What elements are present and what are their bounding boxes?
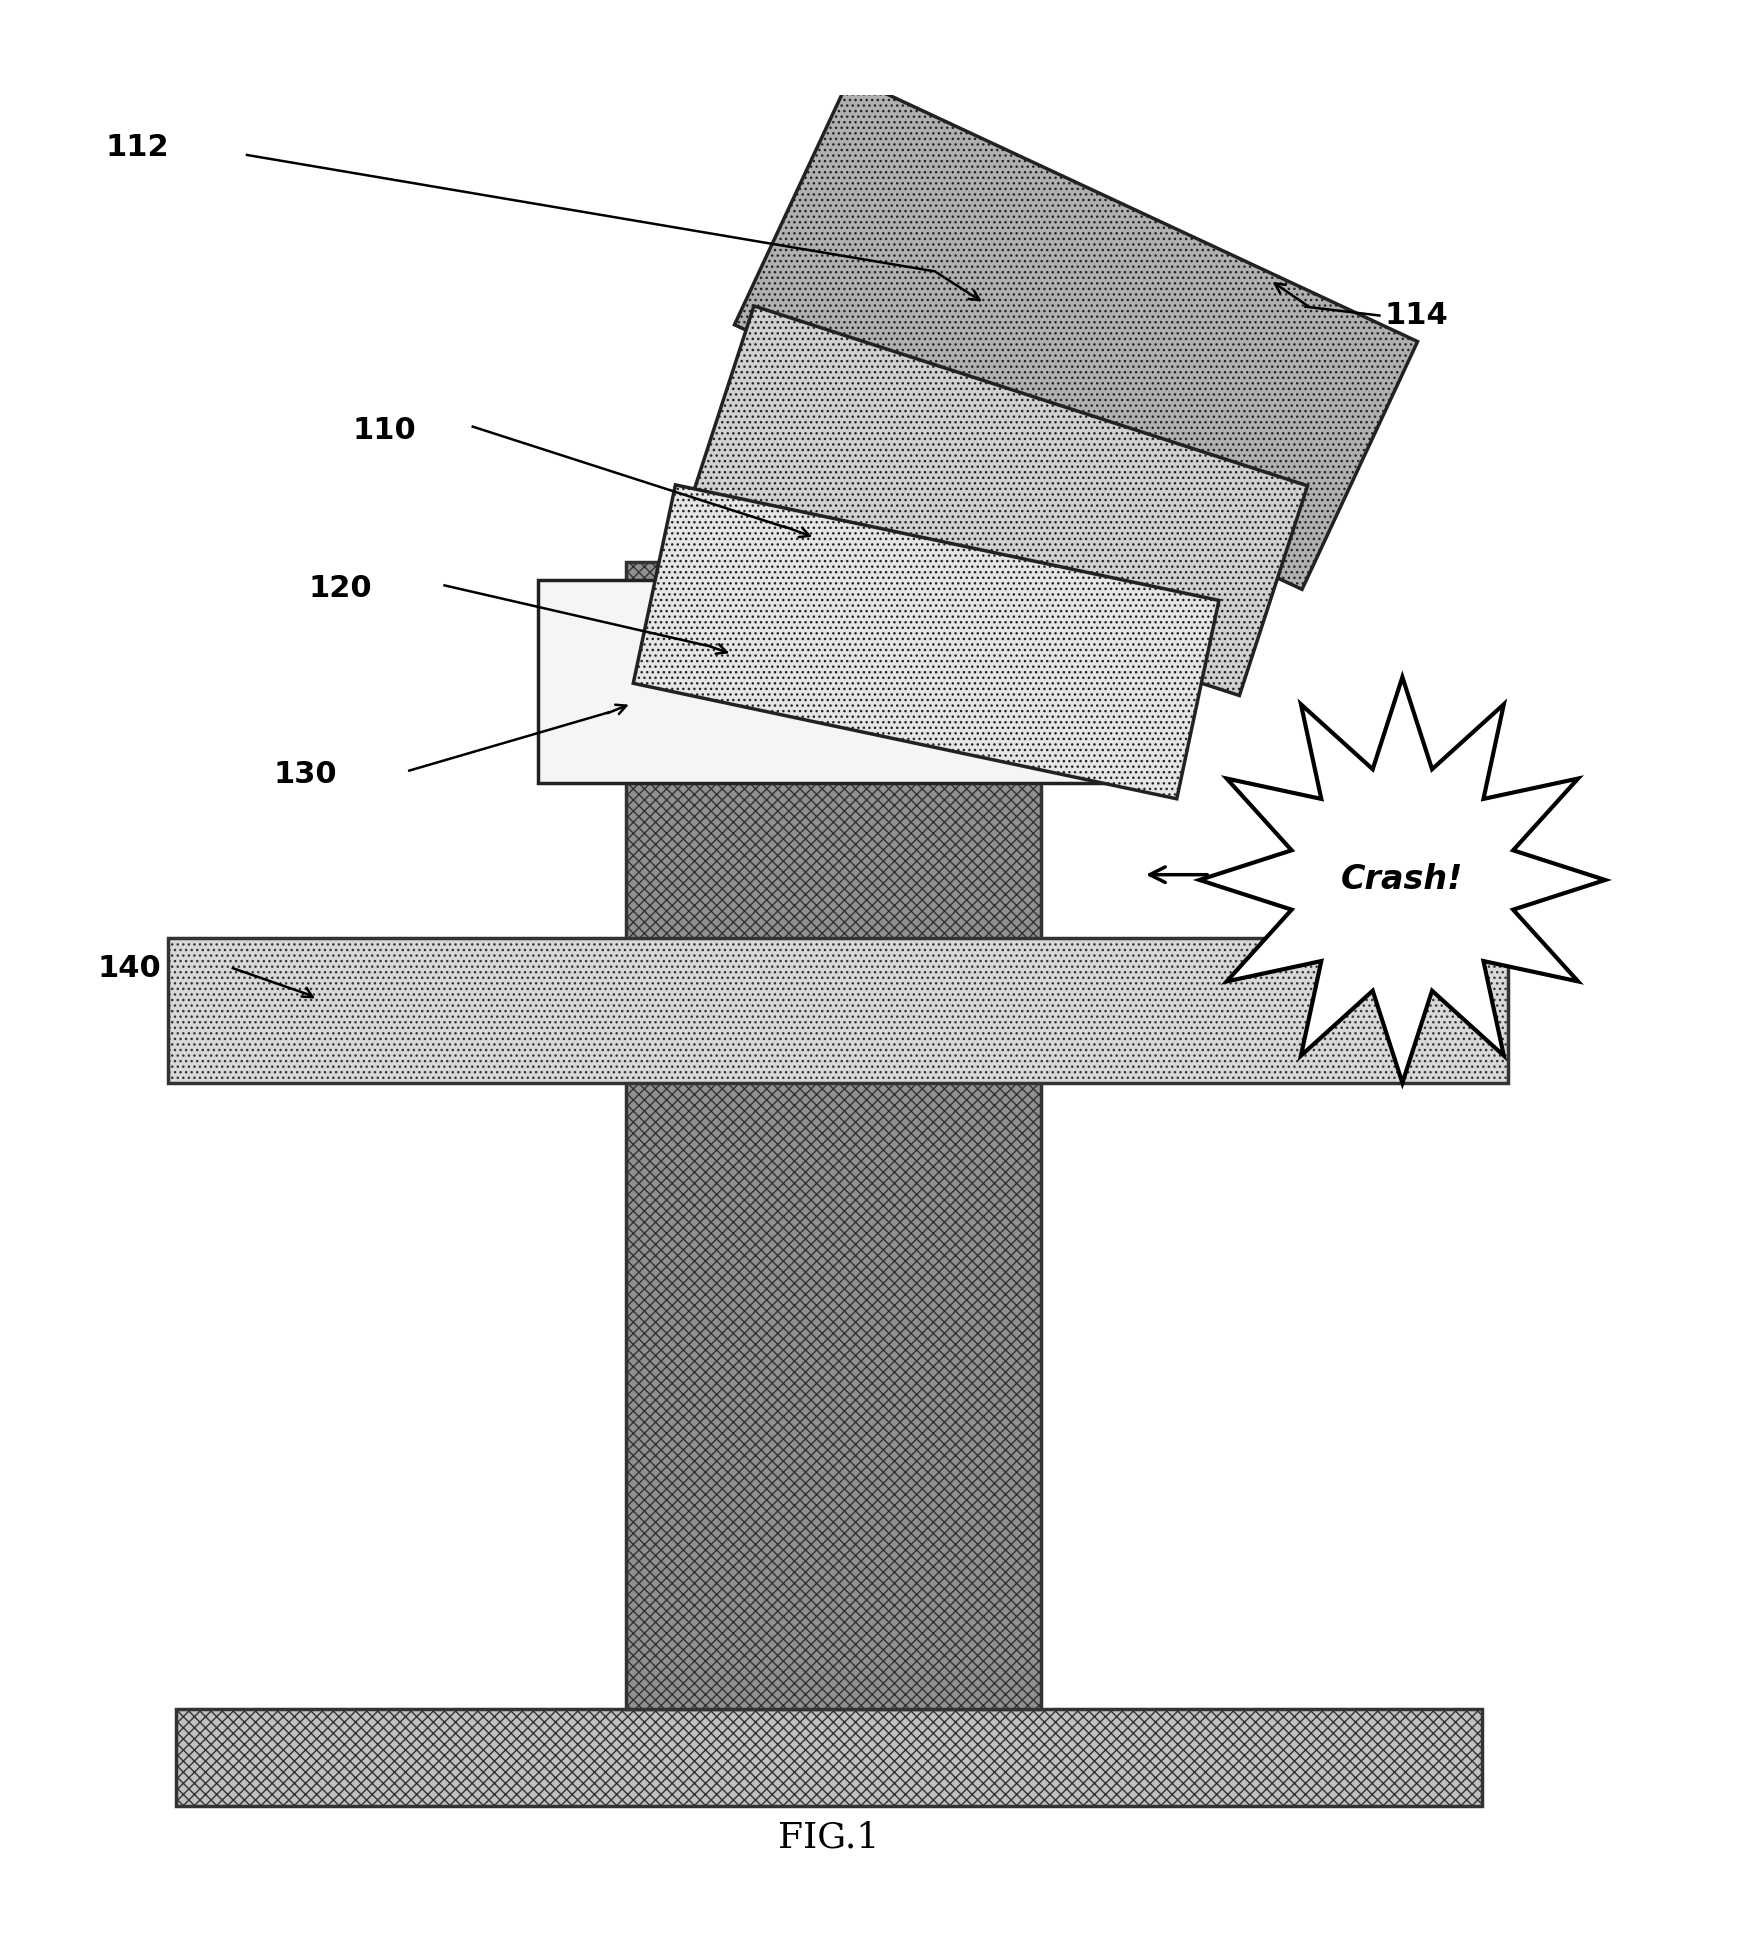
Bar (538, 580, 1129, 784)
FancyArrowPatch shape (1150, 868, 1207, 883)
Text: 110: 110 (353, 416, 416, 446)
Text: FIG.1: FIG.1 (778, 1821, 880, 1854)
Bar (176, 1710, 1482, 1805)
FancyArrowPatch shape (1275, 283, 1307, 305)
Text: Crash!: Crash! (1341, 864, 1464, 897)
Polygon shape (686, 307, 1307, 696)
Text: 114: 114 (1385, 301, 1448, 330)
FancyArrowPatch shape (704, 645, 727, 655)
Polygon shape (734, 76, 1418, 590)
FancyArrowPatch shape (607, 705, 626, 713)
FancyArrowPatch shape (302, 989, 312, 997)
Polygon shape (1200, 678, 1605, 1083)
FancyArrowPatch shape (783, 526, 810, 537)
Text: 120: 120 (309, 574, 372, 604)
Bar (626, 563, 1041, 942)
Bar (168, 938, 1508, 1083)
Text: 112: 112 (106, 133, 169, 162)
Text: 130: 130 (273, 760, 337, 789)
FancyArrowPatch shape (937, 274, 979, 301)
Polygon shape (633, 485, 1219, 799)
Bar (626, 1075, 1041, 1710)
Text: 140: 140 (97, 954, 161, 983)
